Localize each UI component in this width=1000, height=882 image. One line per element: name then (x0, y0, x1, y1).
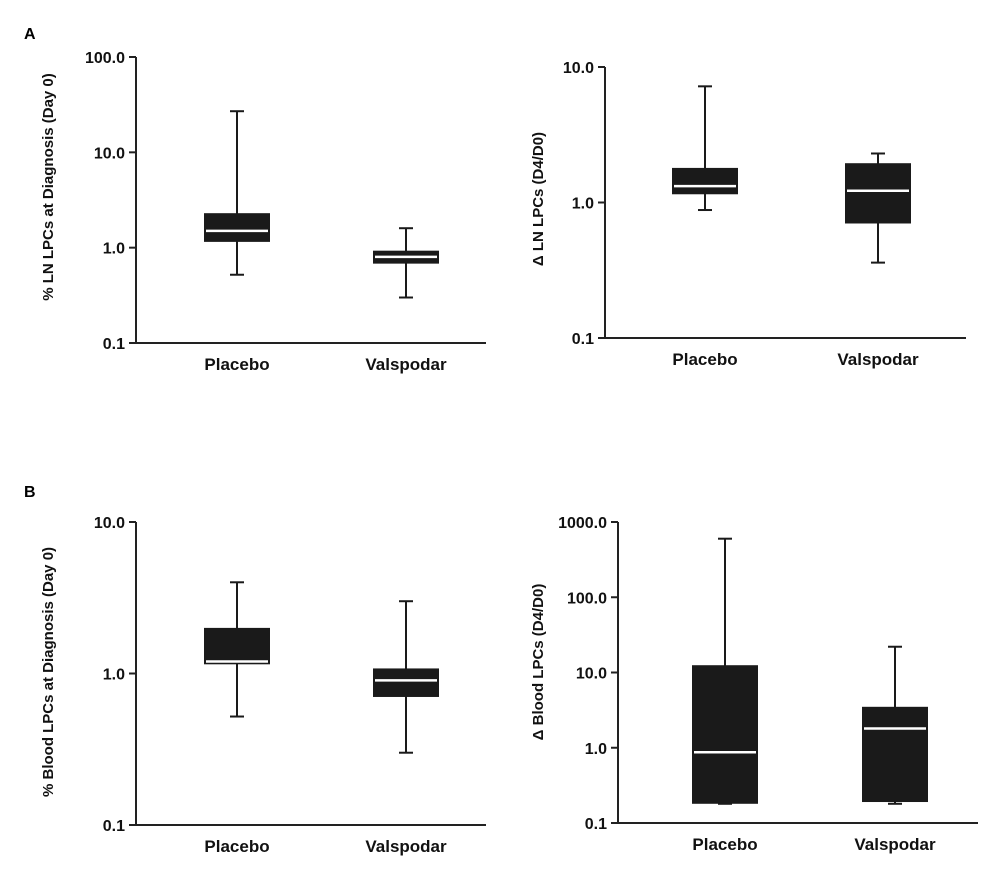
y-tick-label: 1.0 (103, 241, 125, 258)
x-category-label: Placebo (204, 355, 269, 374)
box-iqr (672, 167, 738, 195)
y-tick-label: 100.0 (85, 50, 125, 67)
x-category-label: Placebo (692, 835, 757, 854)
y-tick-label: 0.1 (103, 818, 125, 835)
y-tick-label: 1.0 (572, 196, 594, 213)
x-category-label: Valspodar (837, 350, 919, 369)
y-tick-label: 0.1 (572, 331, 594, 348)
y-tick-label: 10.0 (94, 145, 125, 162)
y-axis-title: Δ Blood LPCs (D4/D0) (530, 584, 547, 741)
box-iqr (204, 213, 270, 242)
box-iqr (373, 668, 439, 697)
chart-ln-ratio: 0.1 1.0 10.0 Δ LN LPCs (D4/D0) Placebo Valspo… (530, 60, 966, 369)
y-axis-title: % Blood LPCs at Diagnosis (Day 0) (40, 547, 57, 797)
y-axis-title: % LN LPCs at Diagnosis (Day 0) (40, 73, 57, 301)
chart-blood-day0: 0.1 1.0 10.0 % Blood LPCs at Diagnosis (Day… (40, 515, 486, 856)
box-iqr (692, 665, 758, 804)
y-tick-label: 1.0 (103, 667, 125, 684)
y-axis-title: Δ LN LPCs (D4/D0) (530, 132, 547, 266)
x-category-label: Valspodar (365, 837, 447, 856)
chart-blood-ratio: 0.1 1.0 10.0 100.0 1000.0 Δ Blood LPCs (D4/D0… (530, 515, 978, 854)
x-category-label: Valspodar (365, 355, 447, 374)
x-category-label: Placebo (204, 837, 269, 856)
box-iqr (204, 627, 270, 665)
box-iqr (862, 706, 928, 803)
y-tick-label: 1000.0 (558, 515, 607, 532)
y-tick-label: 1.0 (585, 741, 607, 758)
y-tick-label: 10.0 (576, 666, 607, 683)
panel-letter-a: A (24, 26, 36, 43)
y-tick-label: 10.0 (563, 60, 594, 77)
y-tick-label: 0.1 (103, 336, 125, 353)
box-iqr (845, 163, 911, 224)
panel-letter-b: B (24, 484, 36, 501)
y-tick-label: 100.0 (567, 590, 607, 607)
x-category-label: Valspodar (854, 835, 936, 854)
chart-ln-day0: 0.1 1.0 10.0 100.0 % LN LPCs at Diagnosis (D… (40, 50, 486, 374)
y-tick-label: 0.1 (585, 816, 607, 833)
x-category-label: Placebo (672, 350, 737, 369)
y-tick-label: 10.0 (94, 515, 125, 532)
